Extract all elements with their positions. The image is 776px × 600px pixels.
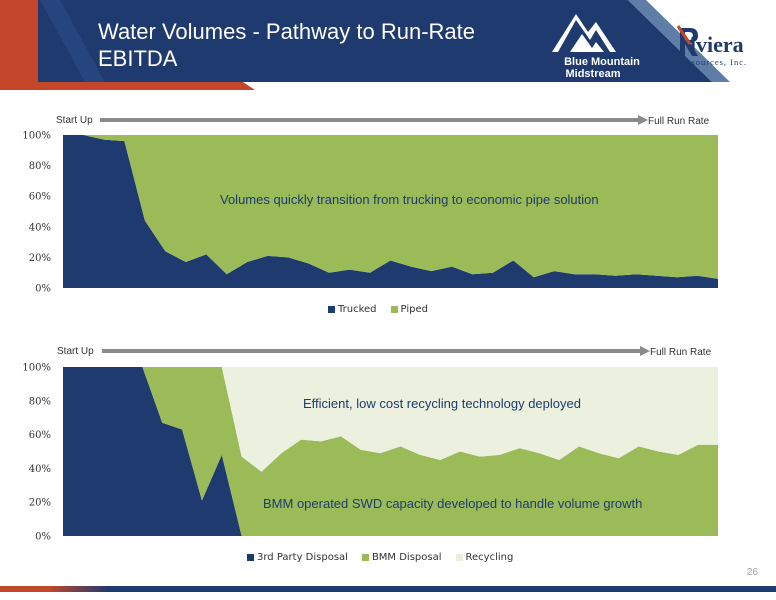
chart2-y-tick-label: 20% <box>29 498 51 509</box>
chart1-y-tick-label: 100% <box>22 131 51 142</box>
footer-bar <box>0 586 776 592</box>
chart1-area-trucked <box>63 135 718 288</box>
chart1-y-tick-label: 0% <box>35 284 51 295</box>
chart2-y-tick-label: 80% <box>29 396 51 407</box>
chart1-y-tick-label: 40% <box>29 222 51 233</box>
chart2: 0% 20% 40% 60% 80% 100% <box>22 363 718 543</box>
chart2-end-label: Full Run Rate <box>650 347 712 358</box>
riviera-logo-icon <box>676 25 698 56</box>
chart2-annotation: Efficient, low cost recycling technology… <box>303 396 581 411</box>
chart2-start-label: Start Up <box>57 346 94 357</box>
legend-swatch <box>328 306 335 313</box>
legend-item-recycling: Recycling <box>455 552 514 563</box>
bmm-logo-line1: Blue Mountain <box>564 56 640 68</box>
legend-swatch <box>455 554 463 561</box>
page-number: 26 <box>746 567 758 578</box>
legend-item-3rd-party: 3rd Party Disposal <box>247 552 348 563</box>
chart2-arrow-shaft <box>102 349 640 353</box>
header-banner <box>0 0 730 90</box>
chart2-annotation2: BMM operated SWD capacity developed to h… <box>263 496 643 511</box>
riviera-logo-text: iviera <box>689 32 744 57</box>
riviera-logo-name: Riviera <box>688 32 744 58</box>
chart1-y-tick-label: 80% <box>29 161 51 172</box>
legend-item-piped: Piped <box>390 304 428 315</box>
chart1-annotation: Volumes quickly transition from trucking… <box>220 192 599 207</box>
slide-header: Water Volumes - Pathway to Run-Rate EBIT… <box>0 0 776 90</box>
legend-label: Recycling <box>465 552 514 563</box>
legend-swatch <box>390 306 398 313</box>
chart1-end-label: Full Run Rate <box>648 116 710 127</box>
legend-swatch <box>247 554 254 561</box>
mountain-logo-icon <box>552 14 616 52</box>
chart1-arrow-shaft <box>100 118 638 122</box>
chart1-y-tick-label: 60% <box>29 192 51 203</box>
chart2-y-tick-label: 100% <box>22 363 51 374</box>
chart1-legend: Trucked Piped <box>328 304 428 315</box>
legend-label: Trucked <box>338 304 377 315</box>
slide-title: Water Volumes - Pathway to Run-Rate EBIT… <box>98 19 476 71</box>
riviera-logo-sub: Resources, Inc. <box>680 57 748 67</box>
banner-diagonal-stripe <box>40 0 105 82</box>
legend-label: BMM Disposal <box>371 552 442 563</box>
banner-navy-band <box>38 0 712 82</box>
chart1-timeline-arrow <box>100 115 648 125</box>
chart2-legend: 3rd Party Disposal BMM Disposal Recyclin… <box>247 552 513 563</box>
banner-light-stripe <box>628 0 730 82</box>
chart1-area-piped <box>63 135 718 279</box>
chart1-arrow-head-icon <box>638 115 648 125</box>
bmm-logo-line2: Midstream <box>565 68 621 80</box>
legend-swatch <box>361 554 369 561</box>
chart2-area-recycling <box>63 367 718 472</box>
chart2-y-tick-label: 0% <box>35 532 51 543</box>
legend-item-bmm-disposal: BMM Disposal <box>361 552 442 563</box>
legend-label: 3rd Party Disposal <box>257 552 348 563</box>
chart2-y-tick-label: 60% <box>29 430 51 441</box>
chart2-area-bmm-disposal <box>63 367 718 536</box>
chart2-y-tick-label: 40% <box>29 464 51 475</box>
chart1-y-tick-label: 20% <box>29 253 51 264</box>
bmm-logo-text: Blue Mountain Midstream <box>552 56 652 80</box>
legend-label: Piped <box>400 304 428 315</box>
chart1: 0% 20% 40% 60% 80% 100% <box>22 131 718 295</box>
chart2-area-3rd-party-disposal <box>63 367 718 536</box>
chart2-timeline-arrow <box>102 346 650 356</box>
chart2-arrow-head-icon <box>640 346 650 356</box>
chart1-start-label: Start Up <box>56 115 93 126</box>
legend-item-trucked: Trucked <box>328 304 377 315</box>
